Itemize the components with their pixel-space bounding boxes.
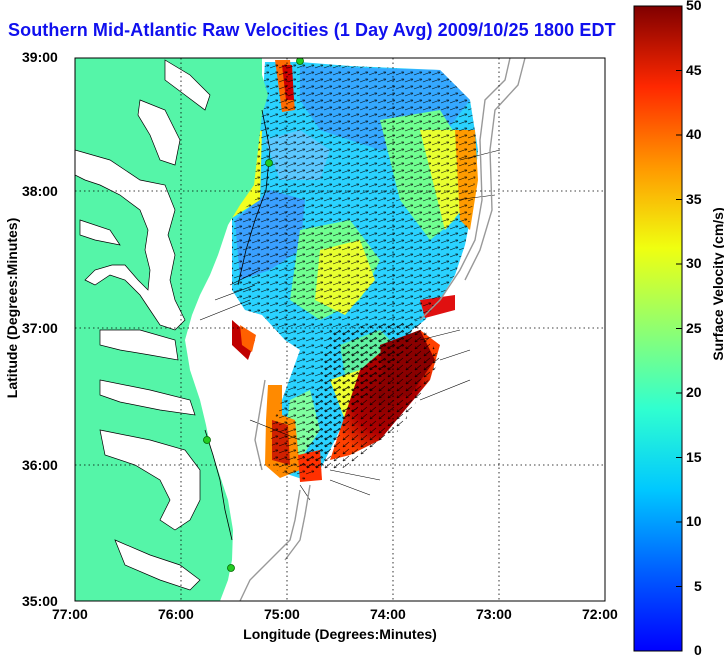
grid-lines (75, 58, 605, 601)
x-tick-label: 72:00 (582, 606, 618, 622)
colorbar-tick-label: 10 (686, 513, 702, 529)
x-tick-label: 76:00 (158, 606, 194, 622)
current-vectors-south (300, 320, 440, 470)
colorbar-tick-label: 35 (686, 191, 702, 207)
x-tick-label: 75:00 (264, 606, 300, 622)
y-tick-label: 37:00 (22, 320, 58, 336)
bays-and-rivers (75, 59, 211, 591)
map-title: Southern Mid-Atlantic Raw Velocities (1 … (8, 20, 616, 40)
station-marker (203, 436, 211, 444)
y-tick-label: 38:00 (22, 183, 58, 199)
colorbar-tick-label: 25 (686, 320, 702, 336)
colorbar-tick-label: 30 (686, 255, 702, 271)
colorbar-label: Surface Velocity (cm/s) (710, 207, 724, 361)
colorbar-tick-label: 20 (686, 384, 702, 400)
barrier-islands (237, 109, 271, 286)
plot-frame (74, 57, 606, 602)
colorbar-tick-label: 50 (686, 0, 702, 13)
x-tick-label: 74:00 (370, 606, 406, 622)
current-vectors (232, 62, 478, 480)
y-tick-label: 36:00 (22, 457, 58, 473)
station-marker (265, 159, 273, 167)
x-axis-label: Longitude (Degrees:Minutes) (243, 626, 437, 642)
colorbar-tick-label: 5 (694, 578, 702, 594)
colorbar (633, 5, 683, 652)
hf-radar-stations (203, 58, 304, 572)
bathymetry-contours (239, 58, 526, 601)
station-marker (227, 564, 235, 572)
colorbar-ticks (676, 5, 682, 587)
colorbar-tick-label: 0 (694, 642, 702, 658)
colorbar-tick-label: 15 (686, 449, 702, 465)
colorbar-tick-label: 45 (686, 62, 702, 78)
y-tick-label: 35:00 (22, 593, 58, 609)
colorbar-tick-label: 40 (686, 126, 702, 142)
station-marker (296, 58, 304, 65)
outer-banks (204, 429, 233, 541)
y-axis-label: Latitude (Degrees:Minutes) (4, 217, 20, 399)
x-tick-label: 77:00 (52, 606, 88, 622)
y-tick-label: 39:00 (22, 49, 58, 65)
x-tick-label: 73:00 (476, 606, 512, 622)
